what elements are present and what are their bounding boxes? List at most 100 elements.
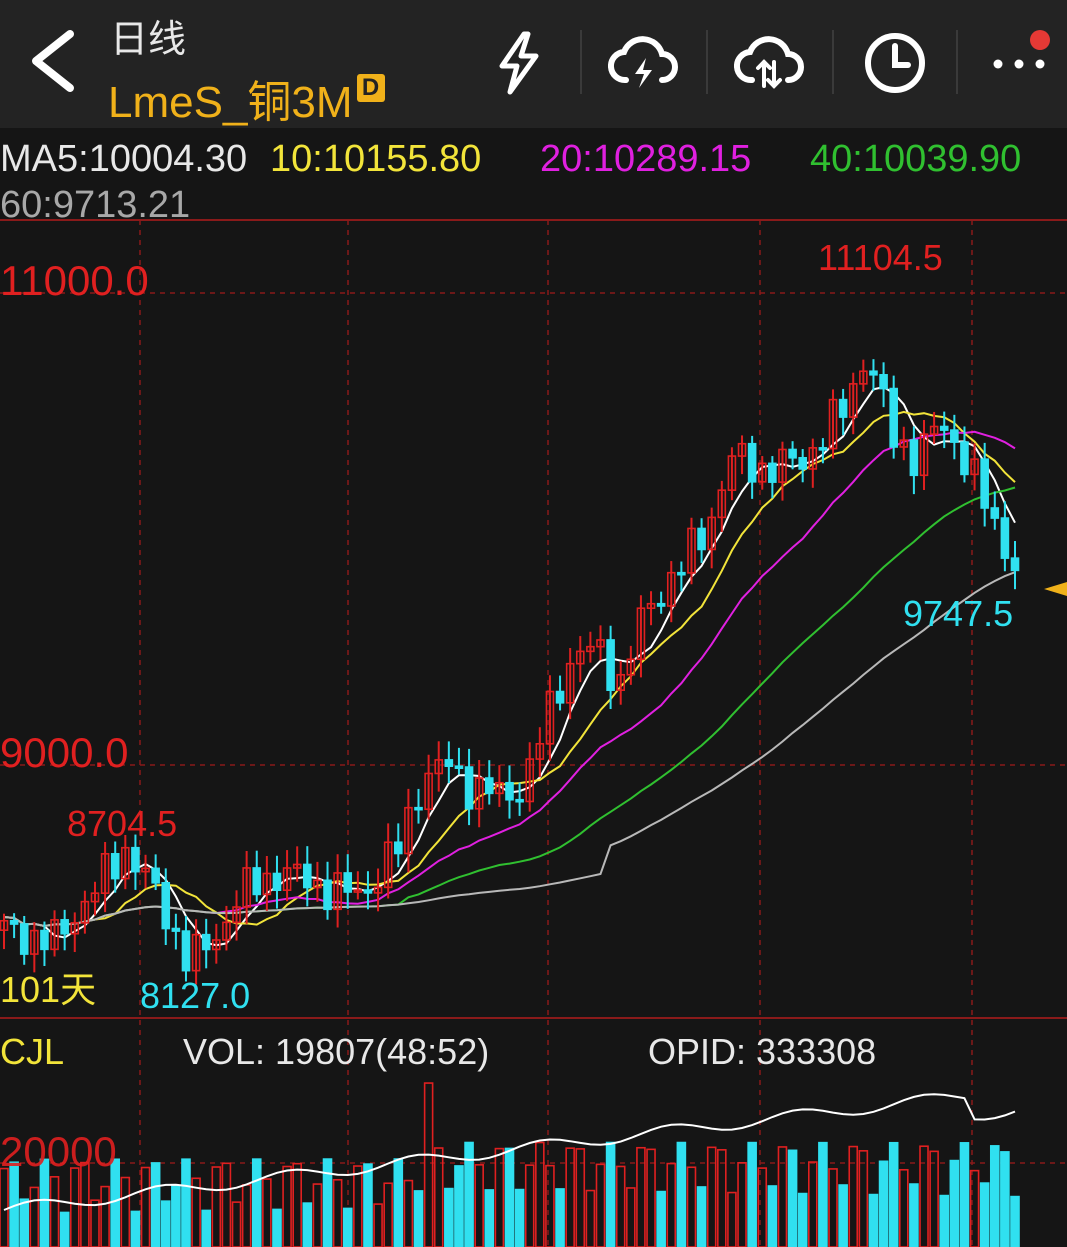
- volume-bar-up: [585, 1189, 596, 1247]
- volume-bar-down: [393, 1158, 404, 1247]
- volume-bar-down: [696, 1186, 707, 1247]
- toolbar-divider: [956, 30, 958, 94]
- candle-up: [575, 650, 585, 665]
- candle-down: [9, 919, 19, 925]
- volume-bar-down: [979, 1182, 990, 1247]
- ma60-line: [3, 571, 1016, 928]
- more-icon[interactable]: [986, 28, 1056, 98]
- symbol-text: LmeS_铜3M: [108, 78, 353, 127]
- candle-down: [505, 781, 514, 801]
- volume-bar-up: [433, 1147, 444, 1247]
- volume-bar-down: [555, 1188, 565, 1247]
- days-count-label: 101天: [0, 969, 96, 1010]
- candle-down: [484, 777, 494, 795]
- low-price-label: 8127.0: [140, 975, 250, 1016]
- ma20-value: 20:10289.15: [540, 138, 752, 180]
- cloud-lightning-icon[interactable]: [608, 28, 678, 98]
- volume-bar-down: [171, 1184, 181, 1247]
- volume-bar-down: [787, 1149, 798, 1247]
- volume-bar-up: [929, 1150, 939, 1247]
- candle-up: [212, 939, 221, 951]
- candle-up: [313, 879, 322, 889]
- volume-bar-up: [474, 1164, 484, 1247]
- volume-bar-up: [373, 1203, 383, 1247]
- volume-bar-down: [818, 1141, 828, 1247]
- candle-down: [19, 923, 29, 955]
- toolbar-divider: [580, 30, 582, 94]
- candle-up: [828, 398, 838, 450]
- volume-bar-up: [717, 1149, 727, 1247]
- candle-up: [525, 758, 535, 803]
- candle-down: [889, 387, 898, 448]
- volume-bar-up: [757, 1167, 768, 1247]
- volume-bar-down: [939, 1194, 950, 1247]
- back-arrow-icon[interactable]: [22, 26, 92, 96]
- candle-up: [737, 442, 747, 457]
- volume-bar-up: [828, 1168, 838, 1247]
- volume-bar-down: [949, 1159, 960, 1247]
- volume-bar-up: [615, 1165, 626, 1247]
- symbol-title[interactable]: LmeS_铜3M D: [108, 66, 385, 130]
- volume-bar-up: [282, 1165, 292, 1247]
- candle-down: [343, 872, 353, 893]
- candle-up: [535, 743, 545, 760]
- candle-up: [545, 690, 555, 745]
- candle-down: [838, 398, 848, 418]
- candle-down: [464, 766, 474, 810]
- candle-down: [252, 867, 262, 896]
- candle-up: [899, 439, 909, 448]
- candle-up: [0, 919, 9, 932]
- candle-up: [929, 425, 939, 435]
- candle-down: [515, 798, 524, 803]
- volume-bar-down: [272, 1208, 282, 1247]
- ma5-value: MA5:10004.30: [0, 138, 248, 180]
- candle-up: [808, 447, 818, 470]
- candle-up: [707, 516, 717, 551]
- candle-down: [980, 458, 989, 509]
- candle-up: [778, 448, 787, 483]
- opid-line: [3, 1093, 1016, 1211]
- local-high-label: 8704.5: [67, 803, 177, 844]
- top-bar: 日线 LmeS_铜3M D: [0, 0, 1067, 128]
- lightning-icon[interactable]: [484, 28, 554, 98]
- toolbar-divider: [706, 30, 708, 94]
- volume-bar-up: [100, 1185, 110, 1247]
- volume-bar-up: [858, 1150, 869, 1247]
- volume-bar-down: [39, 1158, 50, 1247]
- volume-bar-down: [959, 1142, 970, 1247]
- candle-up: [50, 919, 59, 951]
- ma40-value: 40:10039.90: [810, 138, 1022, 180]
- candle-down: [555, 690, 565, 704]
- volume-bars: [0, 1082, 1020, 1247]
- volume-bar-down: [251, 1158, 262, 1247]
- cloud-sync-icon[interactable]: [734, 28, 804, 98]
- volume-bar-up: [353, 1165, 363, 1247]
- candle-down: [414, 806, 423, 811]
- candle-up: [424, 772, 433, 811]
- volume-bar-down: [322, 1158, 333, 1247]
- candle-down: [747, 442, 757, 483]
- candle-up: [383, 841, 393, 889]
- candle-down: [272, 872, 282, 892]
- clock-icon[interactable]: [860, 28, 930, 98]
- volume-bar-down: [909, 1183, 919, 1247]
- candle-down: [181, 930, 191, 972]
- current-price-marker: [1044, 582, 1067, 596]
- volume-bar-down: [19, 1198, 30, 1247]
- volume-bar-up: [191, 1177, 201, 1247]
- last-low-label: 9747.5: [903, 593, 1013, 634]
- volume-bar-down: [130, 1210, 141, 1247]
- volume-bar-down: [181, 1158, 191, 1247]
- candle-up: [404, 806, 413, 855]
- candle-down: [60, 919, 69, 935]
- volume-bar-up: [231, 1201, 242, 1247]
- volume-bar-up: [807, 1161, 818, 1247]
- volume-bar-down: [767, 1185, 778, 1247]
- volume-bar-down: [888, 1141, 899, 1247]
- ma20-line: [3, 430, 1016, 928]
- candle-up: [687, 527, 696, 574]
- volume-bar-up: [686, 1166, 697, 1247]
- candle-down: [131, 846, 140, 873]
- volume-bar-up: [777, 1146, 788, 1247]
